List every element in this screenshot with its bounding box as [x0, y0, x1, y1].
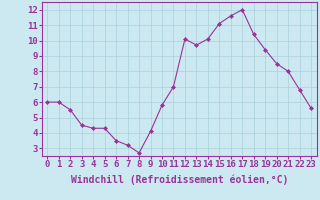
- X-axis label: Windchill (Refroidissement éolien,°C): Windchill (Refroidissement éolien,°C): [70, 175, 288, 185]
